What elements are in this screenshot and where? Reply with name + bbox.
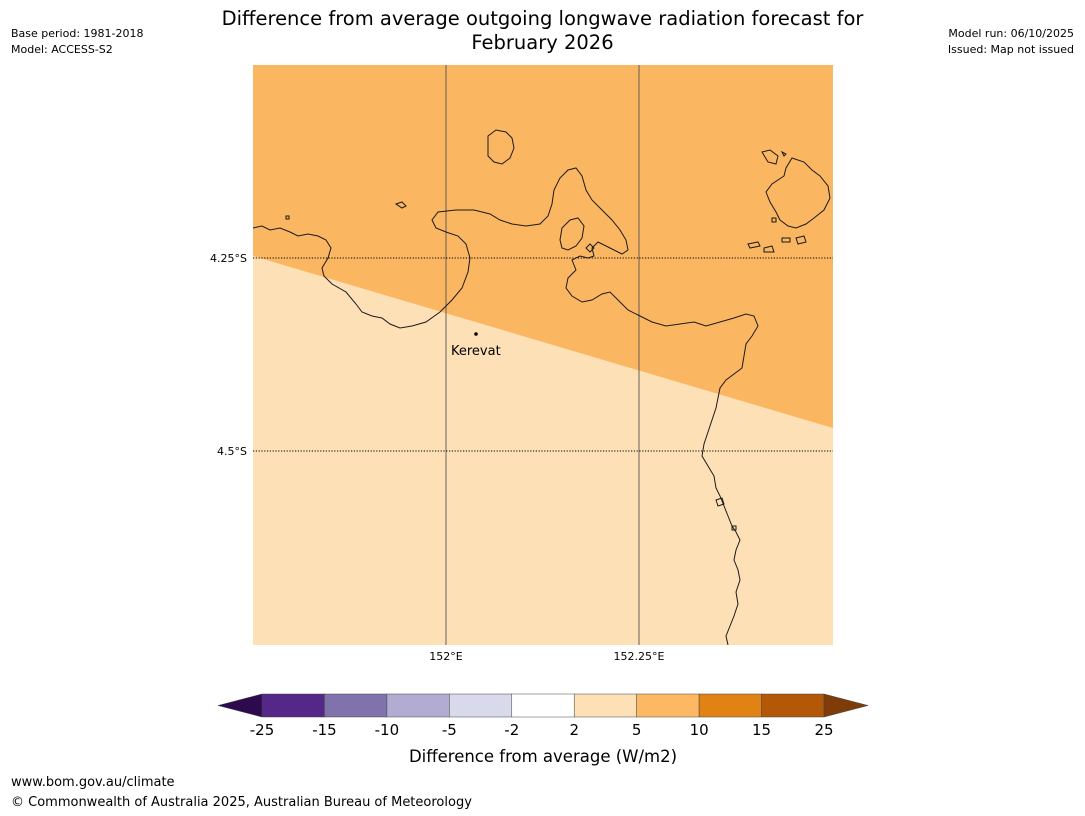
colorbar-swatch-0 <box>261 693 325 718</box>
colorbar-swatch-8 <box>761 693 825 718</box>
colorbar-title: Difference from average (W/m2) <box>409 747 677 766</box>
latitude-label-4-5s: 4.5°S <box>217 445 247 458</box>
colorbar-tick-label: -10 <box>375 721 400 739</box>
map-title: Difference from average outgoing longwav… <box>0 7 1085 55</box>
kerevat-marker-icon <box>474 332 478 336</box>
colorbar-tick-label: -25 <box>250 721 275 739</box>
model-text: Model: ACCESS-S2 <box>11 43 113 56</box>
colorbar-swatch-5 <box>573 693 637 718</box>
colorbar-tick-label: 15 <box>752 721 771 739</box>
longitude-label-152-25e: 152.25°E <box>614 650 665 663</box>
colorbar-tick-label: 2 <box>569 721 579 739</box>
forecast-map: Kerevat <box>253 65 833 645</box>
colorbar-tick-label: -2 <box>504 721 519 739</box>
model-run-text: Model run: 06/10/2025 <box>948 27 1074 40</box>
colorbar-swatch-1 <box>324 693 388 718</box>
coastline <box>253 129 831 645</box>
colorbar-tick-label: -15 <box>312 721 337 739</box>
header-left-info: Base period: 1981-2018 Model: ACCESS-S2 <box>11 26 143 58</box>
colorbar-swatch-2 <box>386 693 450 718</box>
footer-copyright: © Commonwealth of Australia 2025, Austra… <box>11 795 472 810</box>
colorbar-swatch-4 <box>511 693 575 718</box>
footer-website[interactable]: www.bom.gov.au/climate <box>11 775 175 790</box>
colorbar-over-arrow <box>823 693 869 718</box>
longitude-label-152e: 152°E <box>429 650 462 663</box>
latitude-label-4-25s: 4.25°S <box>210 252 247 265</box>
colorbar-tick-label: 5 <box>632 721 642 739</box>
issued-text: Issued: Map not issued <box>947 43 1074 56</box>
map-title-line-1: Difference from average outgoing longwav… <box>221 7 864 30</box>
colorbar-tick-label: 10 <box>690 721 709 739</box>
header-right-info: Model run: 06/10/2025 Issued: Map not is… <box>948 26 1074 58</box>
colorbar-under-arrow <box>217 693 263 718</box>
colorbar-tick-labels: -25 -15 -10 -5 -2 2 5 10 15 25 <box>250 721 834 739</box>
colorbar-tick-label: 25 <box>814 721 833 739</box>
colorbar: -25 -15 -10 -5 -2 2 5 10 15 25 Difference from av… <box>217 693 869 766</box>
colorbar-swatch-7 <box>698 693 762 718</box>
colorbar-tick-label: -5 <box>442 721 457 739</box>
colorbar-swatches <box>261 693 825 718</box>
map-title-line-2: February 2026 <box>471 31 614 54</box>
colorbar-swatch-3 <box>449 693 513 718</box>
kerevat-label: Kerevat <box>451 344 501 359</box>
base-period-text: Base period: 1981-2018 <box>11 27 144 40</box>
colorbar-swatch-6 <box>636 693 700 718</box>
anomaly-fill-10-to-15 <box>253 65 833 428</box>
